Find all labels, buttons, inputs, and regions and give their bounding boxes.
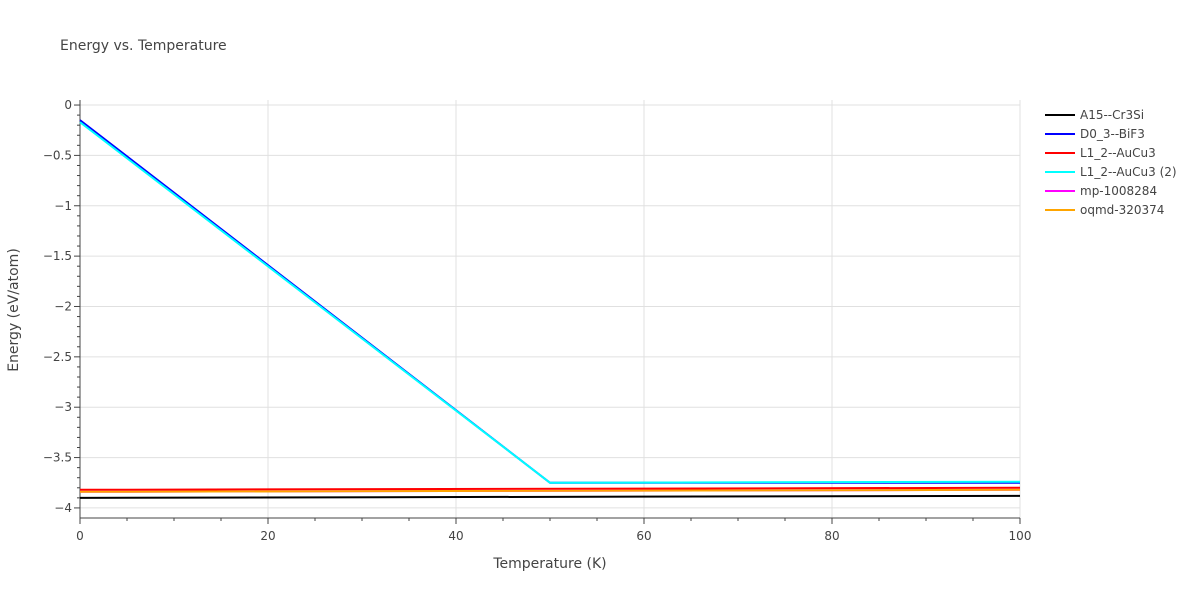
y-tick-label: 0: [64, 98, 72, 112]
y-axis-title: Energy (eV/atom): [6, 248, 22, 372]
y-tick-label: −3.5: [43, 451, 72, 465]
legend-label: L1_2--AuCu3 (2): [1080, 165, 1177, 179]
series-line-3: [79, 121, 1021, 484]
y-tick-label: −4: [54, 501, 72, 515]
legend-item[interactable]: L1_2--AuCu3 (2): [1045, 165, 1177, 179]
legend-label: L1_2--AuCu3: [1080, 146, 1156, 160]
y-tick-label: −1: [54, 199, 72, 213]
chart-title: Energy vs. Temperature: [60, 38, 227, 54]
legend-item[interactable]: D0_3--BiF3: [1045, 127, 1145, 141]
y-tick-label: −2: [54, 299, 72, 313]
y-tick-label: −0.5: [43, 148, 72, 162]
x-tick-label: 0: [76, 529, 84, 543]
series-line-1: [79, 119, 1020, 484]
series-lines: [79, 119, 1021, 499]
legend-label: mp-1008284: [1080, 184, 1157, 198]
legend-item[interactable]: L1_2--AuCu3: [1045, 146, 1156, 160]
x-axis-title: Temperature (K): [492, 556, 606, 572]
series-line-5: [79, 488, 1021, 493]
series-line-2: [79, 486, 1021, 491]
y-tick-label: −1.5: [43, 249, 72, 263]
y-tick-label: −2.5: [43, 350, 72, 364]
y-tick-label: −3: [54, 400, 72, 414]
legend-label: A15--Cr3Si: [1080, 108, 1144, 122]
x-tick-label: 100: [1009, 529, 1032, 543]
legend-label: D0_3--BiF3: [1080, 127, 1145, 141]
x-tick-label: 80: [824, 529, 839, 543]
gridlines: [80, 100, 1021, 518]
x-tick-label: 20: [260, 529, 275, 543]
x-tick-label: 40: [448, 529, 463, 543]
series-line-0: [79, 494, 1021, 499]
legend-item[interactable]: oqmd-320374: [1045, 203, 1164, 217]
legend-item[interactable]: mp-1008284: [1045, 184, 1157, 198]
x-tick-label: 60: [636, 529, 651, 543]
legend[interactable]: A15--Cr3Si D0_3--BiF3 L1_2--AuCu3 L1_2--AuC…: [1045, 108, 1177, 217]
legend-item[interactable]: A15--Cr3Si: [1045, 108, 1144, 122]
axes: 0 20 40 60 80 100 0 −0.5 −1 −1.5 −2 −2.5 −3 −3.5 −4: [43, 98, 1032, 543]
legend-label: oqmd-320374: [1080, 203, 1164, 217]
